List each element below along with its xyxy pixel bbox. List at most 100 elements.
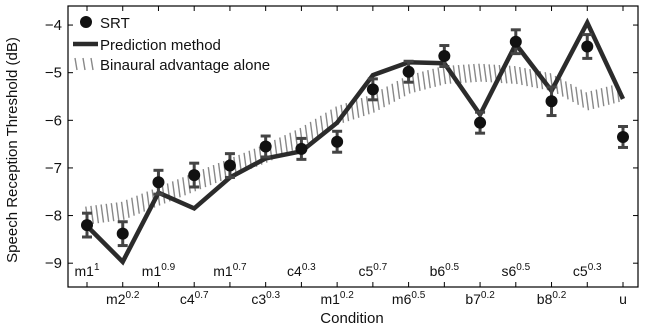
x-tick-label: b70.2 [465, 290, 495, 307]
band-hatch [401, 78, 406, 97]
band-hatch [304, 124, 309, 144]
band-hatch [483, 63, 488, 83]
legend-prediction-label: Prediction method [100, 37, 221, 54]
band-hatch [396, 80, 401, 100]
y-tick-label: −9 [45, 255, 62, 272]
band-hatch [478, 63, 482, 82]
y-tick-label: −4 [45, 17, 62, 34]
band-hatch [570, 83, 574, 103]
x-tick-label: c40.3 [287, 262, 316, 279]
x-axis-label: Condition [320, 310, 383, 327]
band-hatch [411, 74, 416, 93]
band-hatch [309, 121, 314, 140]
y-tick-label: −8 [45, 208, 62, 225]
band-hatch [289, 132, 294, 151]
band-hatch [202, 169, 207, 188]
prediction-line [85, 17, 626, 266]
x-tick-label: m20.2 [106, 290, 140, 307]
band-hatch [600, 88, 605, 107]
srt-point [509, 35, 522, 48]
x-tick-label: m10.7 [213, 262, 247, 279]
srt-point [295, 142, 308, 155]
band-hatch [462, 64, 467, 83]
x-tick-label: s60.5 [501, 262, 530, 279]
srt-point [188, 169, 201, 182]
legend-srt-marker [80, 16, 92, 28]
srt-point [259, 140, 272, 153]
band-hatch [171, 181, 176, 200]
x-tick-label: m60.5 [392, 290, 426, 307]
band-hatch [605, 86, 610, 105]
band-hatch [182, 177, 186, 196]
y-tick-label: −7 [45, 160, 62, 177]
srt-point [366, 83, 379, 96]
band-hatch [355, 99, 360, 118]
band-hatch [422, 71, 426, 90]
y-tick-label: −5 [45, 65, 62, 82]
band-hatch [136, 195, 140, 214]
band-hatch [115, 202, 120, 221]
srt-point [545, 95, 558, 108]
band-hatch [141, 193, 146, 212]
legend-band-swatch [82, 57, 86, 71]
x-tick-label: b80.2 [537, 290, 567, 307]
srt-point [331, 135, 344, 148]
x-tick-label: c30.3 [251, 290, 280, 307]
x-tick-label: c40.7 [180, 290, 209, 307]
band-hatch [595, 89, 600, 108]
srt-point [223, 159, 236, 172]
srt-point [438, 50, 451, 63]
band-hatch [110, 203, 115, 222]
band-hatch [432, 68, 437, 87]
band-hatch [187, 175, 191, 194]
band-hatch [610, 85, 615, 104]
band-hatch [508, 65, 513, 84]
legend-srt-label: SRT [100, 15, 130, 32]
band-hatch [360, 97, 365, 117]
band-hatch [365, 96, 370, 115]
plot-frame [67, 5, 639, 288]
band-hatch [100, 204, 105, 223]
band-hatch [131, 197, 135, 216]
x-tick-label: m11 [74, 262, 99, 279]
band-hatch [524, 68, 528, 87]
band-hatch [207, 167, 212, 186]
legend-band-swatch [90, 57, 94, 71]
band-hatch [457, 64, 462, 84]
band-hatch [386, 86, 391, 105]
band-hatch [125, 199, 130, 218]
band-hatch [90, 205, 94, 224]
band-hatch [95, 205, 100, 224]
band-hatch [381, 89, 385, 108]
srt-point [152, 176, 165, 189]
band-hatch [217, 162, 222, 182]
srt-point [581, 40, 594, 53]
legend-band-swatch [74, 57, 78, 71]
band-hatch [559, 78, 564, 97]
band-hatch [284, 135, 288, 154]
y-tick-label: −6 [45, 112, 62, 129]
binaural-band [85, 63, 620, 225]
x-tick-label: u [619, 291, 627, 307]
band-hatch [575, 86, 579, 105]
y-axis-label: Speech Reception Threshold (dB) [4, 37, 21, 263]
band-hatch [176, 179, 181, 198]
band-hatch [442, 65, 447, 85]
srt-point [116, 227, 129, 240]
band-hatch [437, 67, 442, 86]
band-hatch [427, 70, 431, 89]
band-hatch [319, 115, 324, 134]
band-hatch [120, 201, 125, 220]
srt-point [402, 65, 415, 78]
band-hatch [513, 65, 518, 85]
x-tick-label: b60.5 [430, 262, 460, 279]
band-hatch [585, 92, 590, 111]
band-hatch [580, 89, 585, 108]
srt-point [81, 219, 93, 232]
x-tick-label: c50.3 [573, 262, 602, 279]
legend: SRT Prediction method Binaural advantage a… [73, 15, 270, 74]
legend-band-label: Binaural advantage alone [100, 57, 270, 74]
x-tick-label: m10.2 [320, 290, 354, 307]
band-hatch [105, 203, 110, 222]
